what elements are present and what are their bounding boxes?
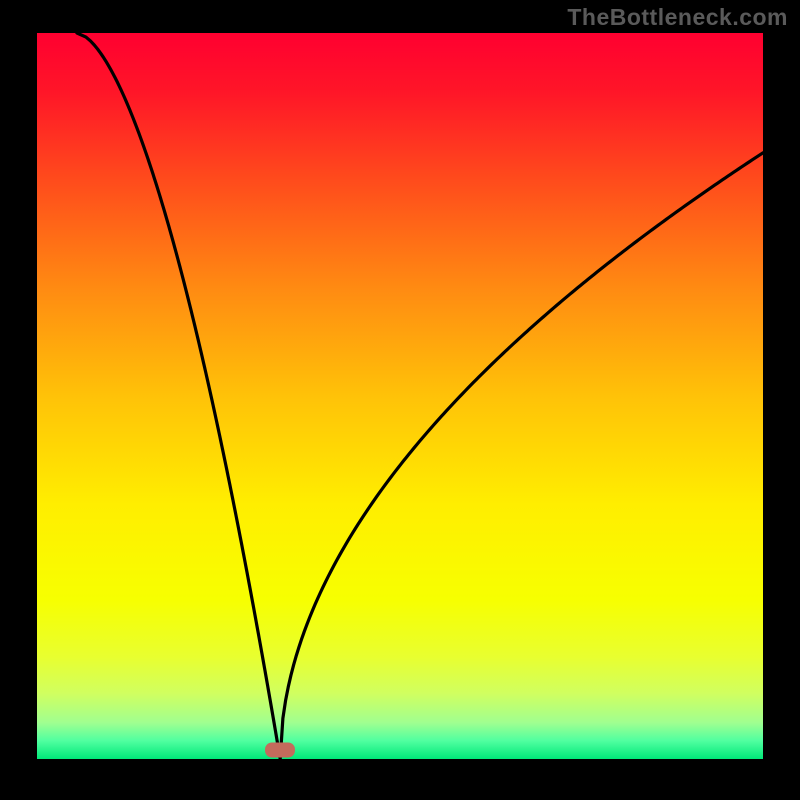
- bottleneck-curve: [37, 33, 763, 759]
- plot-area: [37, 33, 763, 759]
- chart-frame: TheBottleneck.com: [0, 0, 800, 800]
- attribution-text: TheBottleneck.com: [567, 4, 788, 31]
- min-marker: [265, 742, 295, 757]
